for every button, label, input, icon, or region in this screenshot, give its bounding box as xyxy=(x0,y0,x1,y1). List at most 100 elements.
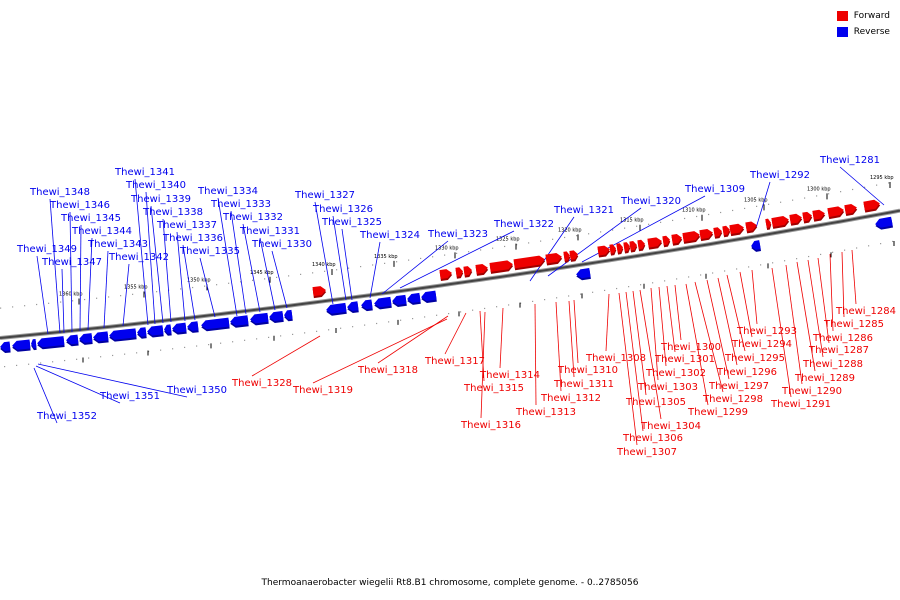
scale-label: 1340 kbp xyxy=(312,262,336,268)
gene-label: Thewi_1307 xyxy=(616,447,677,458)
gene-arrow-body xyxy=(31,338,37,349)
gene-label: Thewi_1314 xyxy=(479,370,540,381)
scale-label: 1295 kbp xyxy=(870,175,894,181)
scale-label: 1355 kbp xyxy=(124,284,148,290)
leader-line xyxy=(182,244,196,321)
reverse-gene-arrow xyxy=(374,296,392,310)
scale-dot xyxy=(468,251,470,253)
gene-label: Thewi_1341 xyxy=(114,167,175,178)
scale-dot xyxy=(868,245,870,247)
gene-label: Thewi_1298 xyxy=(702,394,763,405)
legend-reverse-label: Reverse xyxy=(853,27,890,37)
scale-dot xyxy=(532,300,534,303)
gene-label: Thewi_1342 xyxy=(108,252,169,263)
gene-label: Thewi_1319 xyxy=(292,385,353,396)
gene-label: Thewi_1350 xyxy=(166,385,227,396)
scale-dot xyxy=(828,193,830,195)
leader-line xyxy=(242,223,261,313)
backbone-line xyxy=(0,209,900,339)
scale-dot xyxy=(628,286,630,288)
gene-arrow-body xyxy=(407,292,421,303)
leader-line xyxy=(341,228,353,301)
gene-label: Thewi_1335 xyxy=(179,246,240,257)
scale-dot xyxy=(540,240,542,242)
scale-dot xyxy=(796,258,798,260)
gene-arrow-body xyxy=(616,243,623,253)
gene-label: Thewi_1336 xyxy=(162,233,223,244)
scale-dot xyxy=(492,247,494,249)
scale-dot xyxy=(624,227,626,229)
leader-line xyxy=(568,300,575,378)
scale-dot xyxy=(268,336,270,338)
forward-gene-arrow xyxy=(802,211,813,224)
reverse-gene-arrow xyxy=(347,301,359,314)
reverse-gene-arrow xyxy=(12,339,31,352)
scale-dot xyxy=(696,215,698,218)
leader-line xyxy=(529,216,575,282)
legend-forward: Forward xyxy=(836,9,890,23)
scale-dot xyxy=(636,225,638,227)
scale-label: 1320 kbp xyxy=(558,227,582,233)
forward-gene-arrow xyxy=(513,255,546,271)
scale-dot xyxy=(280,335,282,337)
scale-label: 1345 kbp xyxy=(250,270,274,276)
gene-arrow-body xyxy=(647,237,662,248)
scale-dot xyxy=(160,349,162,351)
leader-line xyxy=(771,267,792,398)
leader-line xyxy=(103,250,109,329)
scale-dot xyxy=(516,244,518,246)
forward-gene-arrow xyxy=(745,221,758,234)
scale-dot xyxy=(648,223,650,225)
scale-dot xyxy=(432,256,434,258)
scale-dot xyxy=(348,267,350,269)
gene-label: Thewi_1313 xyxy=(515,407,576,418)
gene-arrow-body xyxy=(671,233,682,244)
leader-line xyxy=(312,318,448,384)
scale-dot xyxy=(136,352,138,354)
leader-line xyxy=(49,198,61,334)
scale-dot xyxy=(184,346,186,349)
leader-line xyxy=(69,211,73,333)
scale-dot xyxy=(772,262,774,264)
leader-line xyxy=(499,307,504,369)
reverse-gene-arrow xyxy=(187,321,199,333)
gene-label: Thewi_1309 xyxy=(684,184,745,195)
leader-line xyxy=(259,237,276,311)
gene-arrow-body xyxy=(713,227,722,237)
forward-gene-arrow xyxy=(827,206,845,220)
leader-line xyxy=(134,178,149,326)
gene-arrow-body xyxy=(187,321,199,331)
forward-gene-arrow xyxy=(563,251,571,263)
scale-dot xyxy=(172,348,174,350)
reverse-gene-arrow xyxy=(407,292,421,305)
leader-line xyxy=(841,251,845,318)
scale-dot xyxy=(412,318,414,320)
scale-label: 1360 kbp xyxy=(59,291,83,297)
gene-arrow-body xyxy=(164,324,172,334)
leader-line xyxy=(176,231,186,322)
scale-dot xyxy=(876,184,878,186)
forward-gene-arrow xyxy=(682,231,701,244)
gene-label: Thewi_1323 xyxy=(427,229,488,240)
gene-arrows xyxy=(0,199,894,354)
scale-dot xyxy=(864,186,866,188)
scale-dot xyxy=(292,333,294,336)
gene-label: Thewi_1317 xyxy=(424,356,485,367)
leader-line xyxy=(685,283,709,406)
gene-arrow-body xyxy=(489,260,513,272)
gene-arrow-body xyxy=(623,242,630,252)
gene-label: Thewi_1331 xyxy=(239,226,300,237)
forward-gene-arrow xyxy=(771,216,790,229)
gene-arrow-body xyxy=(0,341,11,352)
scale-dot xyxy=(700,274,702,276)
leader-line xyxy=(555,301,562,392)
scale-dot xyxy=(384,262,386,264)
scale-dot xyxy=(652,282,654,284)
gene-label: Thewi_1287 xyxy=(808,345,869,356)
forward-gene-arrow xyxy=(489,260,514,274)
reverse-gene-arrow xyxy=(269,310,284,324)
scale-dot xyxy=(888,182,890,184)
gene-label: Thewi_1295 xyxy=(724,353,785,364)
scale-dot xyxy=(396,261,398,263)
gene-label: Thewi_1294 xyxy=(731,339,792,350)
